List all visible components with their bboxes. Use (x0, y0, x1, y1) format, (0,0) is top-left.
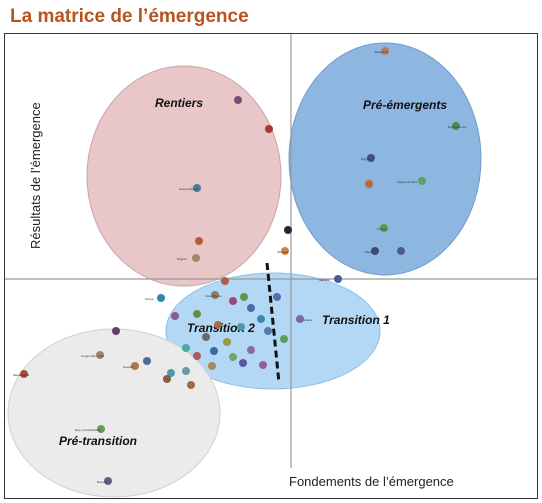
rentiers-label: Rentiers (155, 96, 203, 110)
country-marker (182, 344, 190, 352)
country-marker (193, 352, 201, 360)
country-label: Royaume-Uni (448, 125, 467, 129)
country-marker (296, 315, 304, 323)
country-marker (380, 224, 388, 232)
country-marker (264, 327, 272, 335)
country-marker (167, 369, 175, 377)
country-marker (259, 361, 267, 369)
country-marker (229, 353, 237, 361)
country-marker (195, 237, 203, 245)
country-marker (257, 315, 265, 323)
country-marker (210, 347, 218, 355)
country-marker (193, 184, 201, 192)
country-marker (239, 359, 247, 367)
pre-emergents-region (288, 42, 482, 276)
country-marker (397, 247, 405, 255)
country-marker (208, 362, 216, 370)
country-label: Maroc (365, 250, 374, 254)
country-marker (265, 125, 273, 133)
country-marker (221, 277, 229, 285)
country-label: Ghana (303, 318, 312, 322)
country-marker (211, 291, 219, 299)
country-marker (193, 310, 201, 318)
country-marker (163, 375, 171, 383)
country-marker (97, 425, 105, 433)
country-marker (143, 357, 151, 365)
country-label: Sénégal (277, 250, 288, 254)
country-marker (157, 294, 165, 302)
pre-transition-region (7, 328, 221, 498)
country-label: Maurice (319, 278, 330, 282)
country-marker (371, 247, 379, 255)
country-label: Afrique du Sud (397, 180, 417, 184)
country-marker (112, 327, 120, 335)
country-marker (202, 333, 210, 341)
country-marker (229, 297, 237, 305)
country-marker (182, 367, 190, 375)
country-marker (237, 323, 245, 331)
country-marker (281, 247, 289, 255)
transition1-label: Transition 1 (322, 313, 390, 327)
country-label: Côte d'Ivoire (205, 294, 222, 298)
y-axis-label: Résultats de l’émergence (28, 102, 43, 249)
country-label: Kenya (145, 297, 154, 301)
country-marker (187, 381, 195, 389)
country-label: Nigeria (177, 257, 187, 261)
country-label: Rép. Centrafricaine (75, 428, 101, 432)
page-title: La matrice de l’émergence (10, 6, 249, 27)
country-marker (192, 254, 200, 262)
country-label: Congo Dém. Rép. (81, 354, 105, 358)
country-label: Madagascar (13, 373, 30, 377)
country-marker (280, 335, 288, 343)
country-marker (20, 370, 28, 378)
country-marker (334, 275, 342, 283)
country-marker (247, 304, 255, 312)
country-marker (367, 154, 375, 162)
emergence-matrix-diagram: Fondements de l’émergence Résultats de l… (5, 34, 537, 498)
country-label: Botswana (375, 50, 389, 54)
country-marker (131, 362, 139, 370)
country-marker (418, 177, 426, 185)
country-marker (214, 321, 222, 329)
country-label: Tunisie (377, 227, 387, 231)
country-marker (234, 96, 242, 104)
pre-emergents-label: Pré-émergents (363, 98, 447, 112)
emergence-matrix-frame: Fondements de l’émergence Résultats de l… (4, 33, 538, 499)
country-marker (365, 180, 373, 188)
country-marker (96, 351, 104, 359)
pre-transition-label: Pré-transition (59, 434, 137, 448)
country-marker (452, 122, 460, 130)
country-label: Égypte (361, 156, 371, 161)
country-marker (171, 312, 179, 320)
country-marker (240, 293, 248, 301)
country-marker (381, 47, 389, 55)
transition-divider-dashed-line (265, 262, 281, 384)
country-marker (284, 226, 292, 234)
country-marker (223, 338, 231, 346)
country-marker (247, 346, 255, 354)
rentiers-region (86, 65, 282, 287)
country-marker (104, 477, 112, 485)
country-label: Soudan (123, 365, 134, 369)
country-marker (273, 293, 281, 301)
x-axis-label: Fondements de l’émergence (289, 474, 454, 489)
country-label: Guinée Équat. (179, 186, 198, 191)
country-label: Burundi (97, 480, 108, 484)
